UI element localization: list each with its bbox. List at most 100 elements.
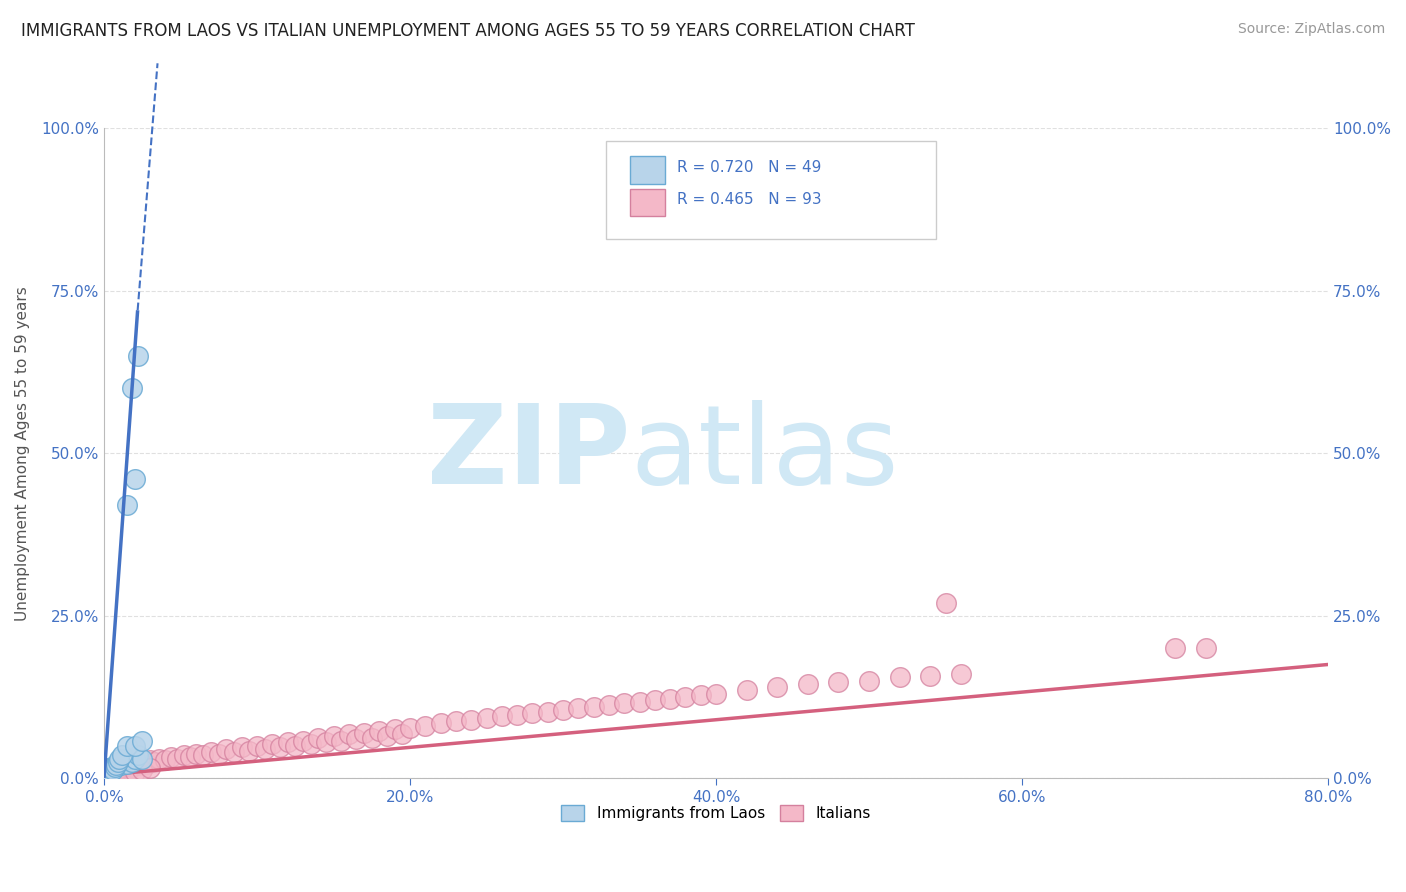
Point — [131, 752, 153, 766]
Point — [97, 762, 120, 776]
Point — [97, 768, 120, 782]
Point — [598, 698, 620, 713]
Point — [135, 756, 157, 771]
Point — [179, 750, 201, 764]
Point — [444, 714, 467, 728]
Point — [858, 673, 880, 688]
Point — [613, 697, 636, 711]
Point — [115, 498, 138, 512]
Point — [399, 721, 422, 735]
Point — [127, 748, 149, 763]
Point — [827, 675, 849, 690]
Point — [124, 752, 146, 766]
Point — [537, 705, 560, 719]
Point — [315, 735, 337, 749]
Point — [101, 762, 124, 776]
Point — [94, 766, 117, 780]
Point — [307, 731, 329, 745]
Point — [108, 759, 131, 773]
Point — [567, 701, 589, 715]
Point — [121, 381, 143, 395]
Point — [104, 758, 127, 772]
Point — [94, 764, 117, 779]
Point — [291, 733, 314, 747]
Point — [253, 742, 276, 756]
Point — [111, 755, 134, 769]
Point — [100, 764, 122, 779]
Point — [375, 729, 398, 743]
Point — [208, 747, 231, 761]
Point — [246, 739, 269, 753]
Point — [108, 752, 131, 766]
Point — [105, 758, 128, 772]
Point — [582, 699, 605, 714]
Point — [1164, 641, 1187, 656]
Point — [108, 762, 131, 776]
Point — [148, 752, 170, 766]
Text: R = 0.720   N = 49: R = 0.720 N = 49 — [676, 160, 821, 175]
Point — [460, 713, 482, 727]
Point — [115, 758, 138, 772]
Point — [121, 759, 143, 773]
Point — [117, 752, 139, 766]
Point — [124, 764, 146, 779]
Point — [96, 768, 118, 782]
Point — [104, 759, 127, 773]
Point — [108, 755, 131, 769]
Point — [184, 747, 207, 761]
Point — [101, 762, 124, 776]
Point — [97, 764, 120, 779]
Point — [139, 762, 162, 776]
Point — [107, 764, 129, 778]
Point — [322, 729, 344, 743]
Point — [231, 739, 253, 754]
Point — [368, 724, 391, 739]
Point — [166, 752, 188, 766]
Point — [100, 759, 122, 773]
Point — [689, 688, 711, 702]
Point — [107, 755, 129, 769]
Point — [346, 732, 368, 747]
Point — [111, 748, 134, 763]
Point — [98, 766, 121, 780]
Point — [98, 762, 121, 776]
Point — [644, 693, 666, 707]
Point — [506, 707, 529, 722]
Point — [299, 738, 322, 752]
Point — [277, 735, 299, 749]
Point — [238, 744, 260, 758]
Point — [131, 764, 153, 778]
Point — [628, 694, 651, 708]
Legend: Immigrants from Laos, Italians: Immigrants from Laos, Italians — [554, 797, 879, 829]
Point — [93, 768, 115, 782]
Point — [96, 764, 118, 778]
Point — [384, 723, 406, 737]
Point — [96, 766, 118, 780]
Point — [475, 711, 498, 725]
Point — [551, 703, 574, 717]
Point — [98, 764, 121, 779]
Point — [127, 349, 149, 363]
Point — [193, 748, 215, 763]
Point — [124, 472, 146, 486]
Point — [222, 745, 245, 759]
Point — [269, 739, 291, 754]
Point — [127, 758, 149, 772]
Text: atlas: atlas — [630, 400, 898, 507]
Point — [522, 706, 544, 721]
Point — [104, 764, 127, 778]
Point — [105, 759, 128, 773]
Point — [139, 753, 162, 767]
Point — [284, 739, 307, 753]
Point — [200, 745, 222, 759]
Point — [115, 766, 138, 780]
Point — [173, 748, 195, 763]
Point — [107, 756, 129, 771]
Point — [97, 768, 120, 782]
Point — [153, 753, 176, 767]
Point — [110, 758, 132, 772]
Point — [675, 690, 697, 704]
Point — [97, 764, 120, 779]
FancyBboxPatch shape — [630, 189, 665, 216]
Point — [98, 764, 121, 778]
